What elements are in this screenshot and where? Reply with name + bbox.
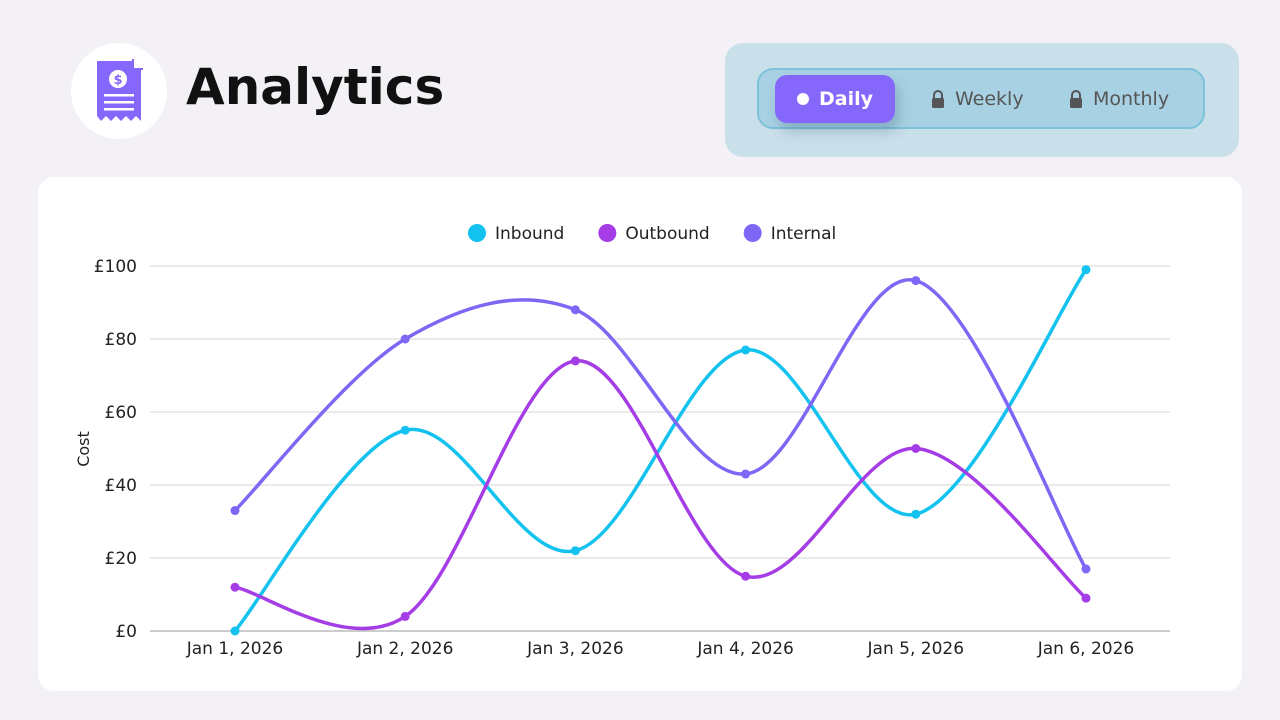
x-tick-label: Jan 5, 2026 — [867, 639, 965, 659]
x-tick-label: Jan 2, 2026 — [356, 639, 454, 659]
y-axis-label: Cost — [74, 431, 93, 467]
data-point — [911, 276, 921, 286]
y-tick-label: £80 — [105, 330, 137, 350]
series-line-inbound — [233, 268, 1088, 633]
data-point — [741, 469, 751, 479]
legend-label: Inbound — [495, 224, 564, 244]
x-tick-label: Jan 6, 2026 — [1037, 639, 1135, 659]
data-point — [570, 356, 580, 366]
x-tick-label: Jan 1, 2026 — [186, 639, 284, 659]
data-point — [230, 582, 240, 592]
y-tick-label: £40 — [105, 476, 137, 496]
legend-label: Outbound — [625, 224, 709, 244]
x-tick-label: Jan 4, 2026 — [696, 639, 794, 659]
data-point — [400, 611, 410, 621]
legend-marker — [743, 224, 762, 242]
data-point — [400, 334, 410, 344]
data-point — [1081, 265, 1091, 275]
data-point — [570, 546, 580, 556]
legend-label: Internal — [771, 224, 837, 244]
svg-text:$: $ — [113, 73, 122, 88]
logo: $ — [71, 43, 167, 139]
y-tick-label: £60 — [105, 403, 137, 423]
legend-marker — [598, 224, 617, 242]
data-point — [741, 571, 751, 581]
series-line-internal — [233, 278, 1088, 570]
dot-icon — [796, 93, 809, 105]
y-tick-label: £100 — [94, 257, 137, 277]
data-point — [741, 345, 751, 355]
daily-option[interactable]: Daily — [775, 75, 895, 123]
line-chart: £0 £20 £40 £60 £80 £100 Jan 1, 2026 Jan 2, 2026… — [74, 224, 1170, 659]
lock-icon — [932, 90, 944, 108]
chart-card: £0 £20 £40 £60 £80 £100 Jan 1, 2026 Jan 2, 2026… — [38, 177, 1242, 691]
legend-marker — [468, 224, 486, 242]
data-point — [1081, 593, 1091, 603]
data-point — [911, 444, 921, 453]
monthly-option[interactable]: Monthly — [1069, 75, 1169, 123]
period-toggle-panel: Daily Weekly Monthly — [725, 43, 1239, 157]
data-point — [570, 305, 580, 315]
receipt-dollar-icon: $ — [97, 59, 143, 121]
data-point — [400, 425, 410, 435]
weekly-option[interactable]: Weekly — [931, 75, 1024, 123]
data-point — [1081, 564, 1091, 574]
data-point — [911, 509, 921, 519]
y-tick-label: £0 — [115, 622, 137, 642]
page-title: Analytics — [186, 58, 445, 116]
data-point — [230, 626, 240, 636]
y-tick-label: £20 — [105, 549, 137, 569]
data-point — [230, 506, 240, 516]
period-toggle: Daily Weekly Monthly — [757, 68, 1205, 129]
x-tick-label: Jan 3, 2026 — [526, 639, 624, 659]
lock-icon — [1070, 90, 1082, 108]
